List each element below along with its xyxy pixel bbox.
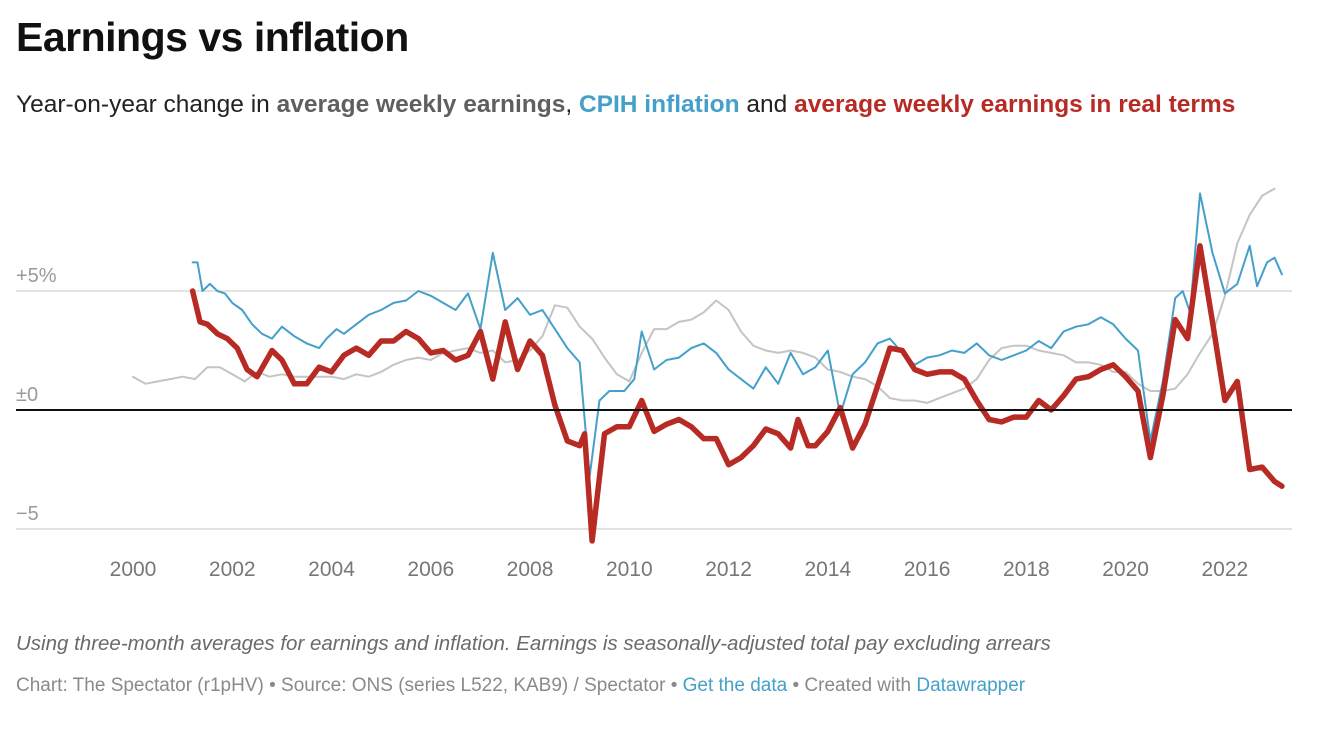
y-axis-labels: +5% ±0 −5 [16, 265, 57, 525]
x-tick-label: 2020 [1102, 558, 1149, 581]
line-chart: +5% ±0 −5 2000 2002 2004 2006 2008 2010 2012 2014… [16, 187, 1292, 581]
byline-source: Chart: The Spectator (r1pHV) • Source: O… [16, 675, 683, 696]
chart-byline: Chart: The Spectator (r1pHV) • Source: O… [16, 675, 1025, 697]
gridlines [16, 290, 1292, 530]
y-tick-label: +5% [16, 265, 57, 287]
x-tick-label: 2000 [110, 558, 157, 581]
x-tick-label: 2010 [606, 558, 653, 581]
x-tick-label: 2012 [705, 558, 752, 581]
byline-created: • Created with [787, 675, 917, 696]
red-series-line [189, 243, 1285, 544]
y-tick-label: −5 [16, 503, 39, 525]
x-tick-label: 2016 [904, 558, 951, 581]
chart-subtitle: Year-on-year change in average weekly ea… [16, 88, 1306, 121]
blue-series-line [191, 192, 1283, 478]
subtitle-sep2: and [739, 91, 795, 118]
x-tick-label: 2002 [209, 558, 256, 581]
x-tick-label: 2022 [1202, 558, 1249, 581]
subtitle-sep1: , [565, 91, 579, 118]
grey-series-line [132, 187, 1276, 404]
x-tick-label: 2018 [1003, 558, 1050, 581]
x-tick-label: 2004 [308, 558, 355, 581]
chart-note: Using three-month averages for earnings … [16, 632, 1051, 655]
x-tick-label: 2014 [804, 558, 851, 581]
x-tick-label: 2006 [407, 558, 454, 581]
x-axis-labels: 2000 2002 2004 2006 2008 2010 2012 2014 2016 2018… [110, 558, 1249, 581]
legend-earnings: average weekly earnings [276, 91, 566, 118]
chart-title: Earnings vs inflation [16, 14, 409, 60]
legend-real-earnings: average weekly earnings in real terms [794, 91, 1236, 118]
series-lines [132, 187, 1285, 544]
get-the-data-link[interactable]: Get the data [682, 675, 788, 696]
x-tick-label: 2008 [507, 558, 554, 581]
datawrapper-link[interactable]: Datawrapper [916, 675, 1026, 696]
legend-inflation: CPIH inflation [578, 91, 740, 118]
y-tick-label: ±0 [16, 384, 38, 406]
subtitle-prefix: Year-on-year change in [16, 91, 277, 118]
